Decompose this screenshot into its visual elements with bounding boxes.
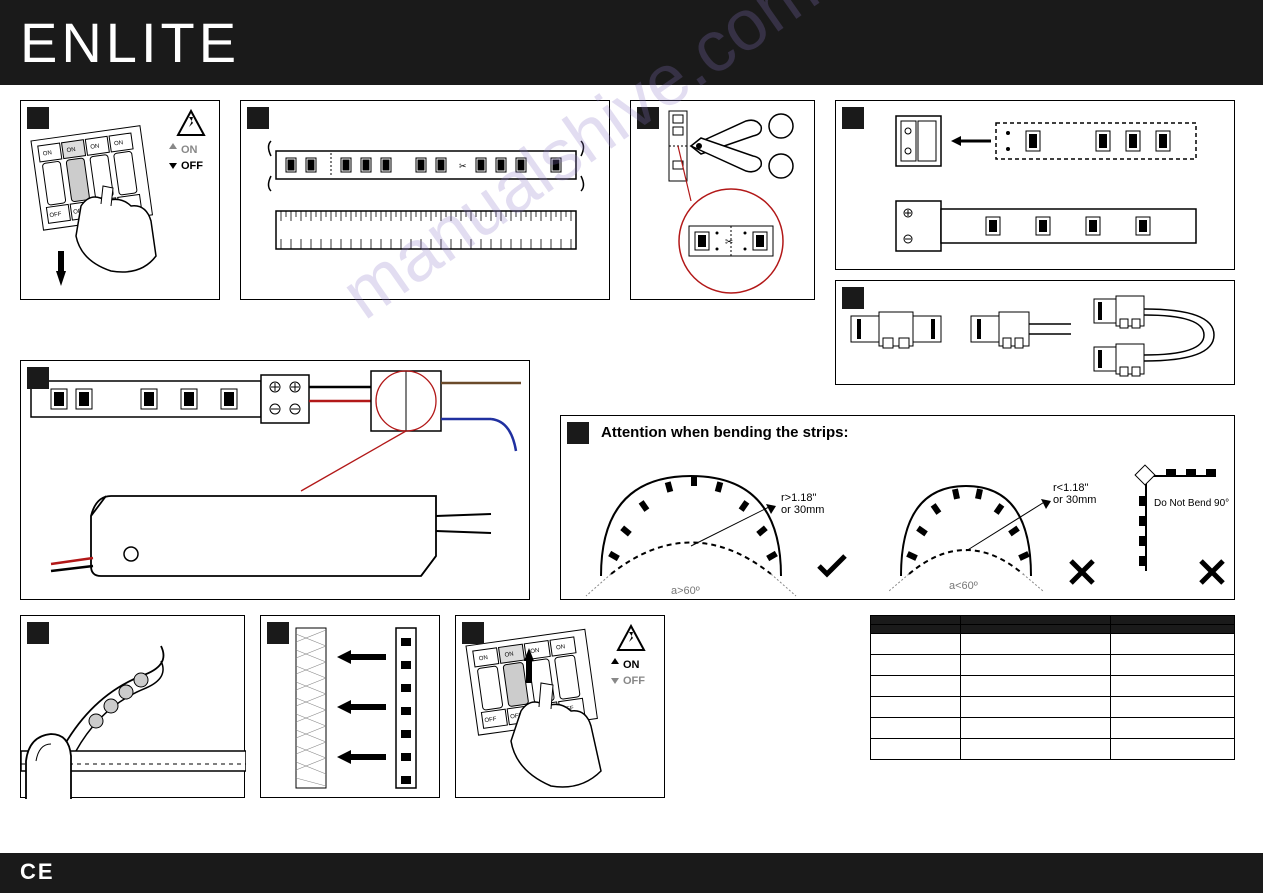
spec-header	[1111, 625, 1235, 634]
step-badge	[567, 422, 589, 444]
svg-text:ON: ON	[556, 644, 566, 651]
step-badge	[637, 107, 659, 129]
bending-diagram: r>1.18"or 30mm a>60º r<1.18"or 30mm a<60…	[561, 416, 1236, 601]
step-badge	[462, 622, 484, 644]
step-badge	[27, 367, 49, 389]
driver-diagram	[21, 361, 531, 601]
cross-icon	[1201, 561, 1223, 583]
step-10-panel: ON OFF ON ON ON ON OFF OFF OFF OFF	[455, 615, 665, 798]
off-label: OFF	[623, 675, 645, 687]
connector-types-diagram	[836, 281, 1236, 386]
svg-text:ON: ON	[43, 150, 53, 157]
spec-header	[871, 616, 961, 625]
svg-text:ON: ON	[479, 655, 489, 662]
measure-diagram: ✂	[241, 101, 611, 301]
step-2-panel: ✂	[240, 100, 610, 300]
cross-icon	[1071, 561, 1093, 583]
svg-text:ON: ON	[66, 147, 76, 154]
svg-text:ON: ON	[530, 648, 540, 655]
radius-bad-label: r<1.18"or 30mm	[1053, 482, 1096, 506]
svg-text:✂: ✂	[725, 237, 733, 248]
brand-logo: ENLITE	[20, 10, 240, 75]
svg-text:ON: ON	[90, 144, 100, 151]
step-1-panel: ON OFF ON ON ON ON OFF OFF	[20, 100, 220, 300]
footer-bar: CE	[0, 853, 1263, 893]
spec-header	[961, 616, 1111, 625]
on-label: ON	[623, 659, 640, 671]
radius-ok-label: r>1.18"or 30mm	[781, 492, 824, 516]
peel-diagram	[21, 616, 246, 799]
attention-title: Attention when bending the strips:	[601, 424, 849, 441]
step-badge	[27, 622, 49, 644]
angle-bad-label: a<60º	[949, 580, 978, 592]
step-7-panel: Attention when bending the strips: r>1.1…	[560, 415, 1235, 600]
off-label: OFF	[181, 160, 203, 172]
spec-header	[961, 625, 1111, 634]
step-badge	[27, 107, 49, 129]
spec-header	[1111, 616, 1235, 625]
angle-ok-label: a>60º	[671, 585, 700, 597]
connector-diagram	[836, 101, 1236, 271]
on-label: ON	[181, 144, 198, 156]
header-bar: ENLITE	[0, 0, 1263, 85]
check-icon	[819, 556, 845, 574]
spec-table-body	[871, 634, 1235, 760]
step-badge	[267, 622, 289, 644]
switch-off-diagram: ON OFF ON ON ON ON OFF OFF	[21, 101, 221, 301]
step-5-panel	[835, 280, 1235, 385]
spec-header	[871, 625, 961, 634]
svg-text:ON: ON	[114, 140, 124, 147]
step-badge	[247, 107, 269, 129]
svg-text:ON: ON	[504, 651, 514, 658]
step-9-panel	[260, 615, 440, 798]
switch-on-diagram: ON OFF ON ON ON ON OFF OFF OFF OFF	[456, 616, 666, 799]
spec-table	[870, 615, 1235, 760]
no-bend-label: Do Not Bend 90°	[1154, 498, 1229, 509]
step-4-panel	[835, 100, 1235, 270]
step-3-panel: ✂	[630, 100, 815, 300]
step-6-panel	[20, 360, 530, 600]
cut-diagram: ✂	[631, 101, 816, 301]
step-badge	[842, 107, 864, 129]
svg-text:✂: ✂	[459, 161, 467, 171]
ce-mark: CE	[20, 859, 55, 884]
step-8-panel	[20, 615, 245, 798]
step-badge	[842, 287, 864, 309]
